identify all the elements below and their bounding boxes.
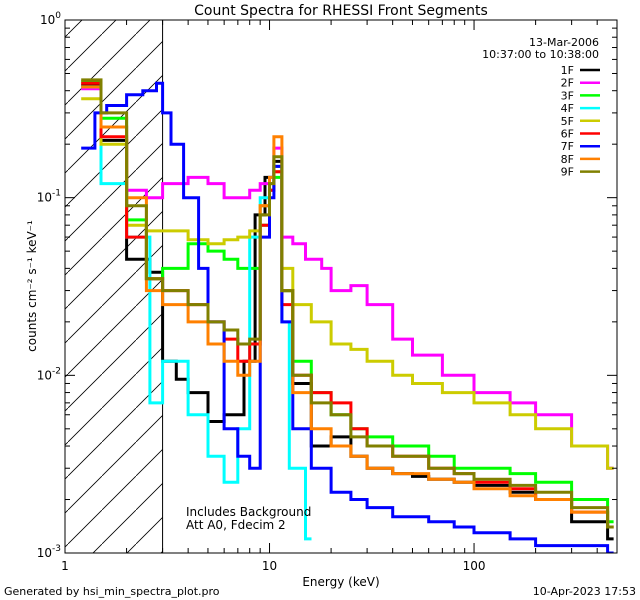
- y-tick-exponent: -2: [52, 366, 61, 376]
- footer-generated-by: Generated by hsi_min_spectra_plot.pro: [4, 585, 220, 598]
- legend-time-range: 10:37:00 to 10:38:00: [482, 48, 599, 61]
- legend-label-7F: 7F: [561, 140, 574, 153]
- y-tick-label: 100: [40, 11, 61, 27]
- series-line-9F: [81, 78, 614, 529]
- legend-label-3F: 3F: [561, 89, 574, 102]
- y-tick-label: 10-1: [37, 189, 61, 205]
- plot-frame: [64, 19, 618, 554]
- x-tick-label: 1: [61, 559, 69, 573]
- x-tick-label: 100: [463, 559, 486, 573]
- legend-date: 13-Mar-2006: [529, 36, 599, 49]
- legend-label-2F: 2F: [561, 77, 574, 90]
- y-tick-base: 10: [37, 368, 52, 382]
- y-tick-base: 10: [40, 13, 55, 27]
- y-tick-exponent: 0: [55, 11, 61, 21]
- x-tick-label: 10: [262, 559, 277, 573]
- annotation-background: Includes Background: [186, 505, 311, 519]
- x-axis-label: Energy (keV): [302, 575, 379, 589]
- legend-label-9F: 9F: [561, 166, 574, 179]
- legend-label-1F: 1F: [561, 64, 574, 77]
- y-tick-label: 10-2: [37, 366, 61, 382]
- y-tick-exponent: -3: [52, 544, 61, 554]
- footer-timestamp: 10-Apr-2023 17:53: [533, 585, 636, 598]
- y-tick-label: 10-3: [37, 544, 61, 560]
- legend-label-4F: 4F: [561, 102, 574, 115]
- legend-label-5F: 5F: [561, 115, 574, 128]
- legend-label-6F: 6F: [561, 128, 574, 141]
- annotation-attenuator: Att A0, Fdecim 2: [186, 518, 286, 532]
- y-tick-exponent: -1: [52, 189, 61, 199]
- series-line-5F: [81, 97, 614, 470]
- y-tick-base: 10: [37, 546, 52, 560]
- y-tick-base: 10: [37, 191, 52, 205]
- hatched-region: [65, 20, 163, 553]
- chart-title: Count Spectra for RHESSI Front Segments: [194, 3, 488, 19]
- y-axis-label: counts cm⁻² s⁻¹ keV⁻¹: [25, 220, 39, 352]
- legend-label-8F: 8F: [561, 153, 574, 166]
